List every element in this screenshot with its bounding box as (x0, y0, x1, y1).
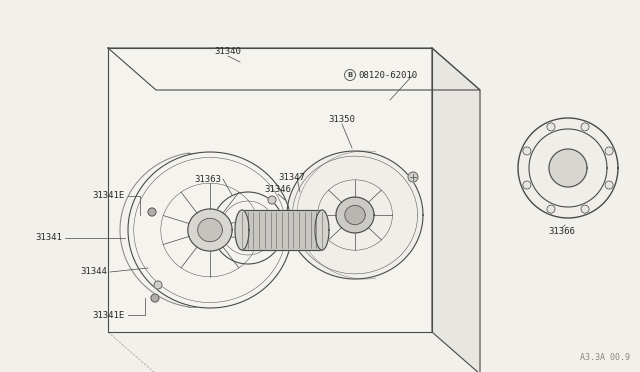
Polygon shape (128, 152, 292, 308)
Polygon shape (108, 48, 432, 332)
Circle shape (523, 147, 531, 155)
Text: 31341E: 31341E (92, 311, 124, 320)
Polygon shape (198, 218, 222, 242)
Text: 31344: 31344 (80, 267, 107, 276)
Circle shape (547, 205, 555, 213)
Text: B: B (348, 72, 353, 78)
Circle shape (408, 172, 418, 182)
Polygon shape (212, 192, 284, 264)
Text: 31340: 31340 (214, 48, 241, 57)
Circle shape (151, 294, 159, 302)
Circle shape (523, 181, 531, 189)
Circle shape (581, 123, 589, 131)
Polygon shape (108, 48, 480, 90)
Polygon shape (287, 151, 423, 279)
Polygon shape (518, 118, 618, 218)
Text: 31341: 31341 (35, 234, 62, 243)
Circle shape (547, 123, 555, 131)
Text: 08120-62010: 08120-62010 (358, 71, 417, 80)
Polygon shape (549, 149, 587, 187)
Polygon shape (336, 197, 374, 233)
Circle shape (581, 205, 589, 213)
Circle shape (154, 281, 162, 289)
Polygon shape (236, 216, 260, 240)
Polygon shape (345, 205, 365, 225)
Circle shape (605, 181, 613, 189)
Polygon shape (432, 48, 480, 372)
Text: 31366: 31366 (548, 228, 575, 237)
Text: A3.3A 00.9: A3.3A 00.9 (580, 353, 630, 362)
Polygon shape (315, 210, 329, 250)
Text: 31363: 31363 (195, 174, 221, 183)
Text: 31350: 31350 (328, 115, 355, 125)
Text: 31346: 31346 (264, 186, 291, 195)
Circle shape (148, 208, 156, 216)
Polygon shape (242, 210, 322, 250)
Text: 31341E: 31341E (92, 192, 124, 201)
Circle shape (344, 70, 355, 80)
Text: 31347: 31347 (278, 173, 305, 183)
Circle shape (268, 196, 276, 204)
Circle shape (605, 147, 613, 155)
Polygon shape (235, 210, 249, 250)
Polygon shape (188, 209, 232, 251)
